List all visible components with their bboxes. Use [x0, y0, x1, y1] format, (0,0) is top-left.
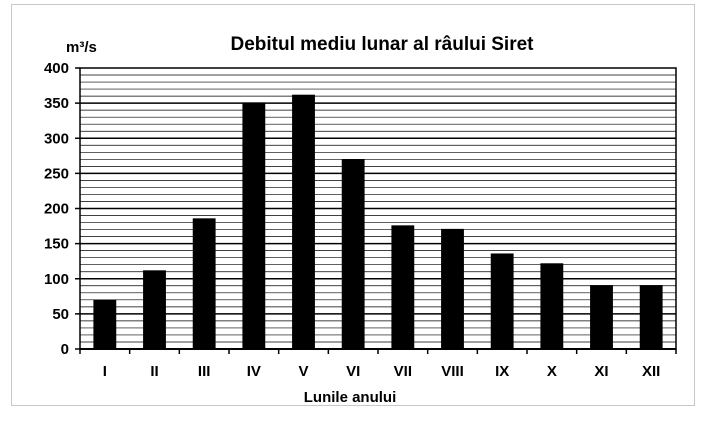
x-tick-label: II [150, 363, 158, 380]
x-tick-label: XII [642, 363, 660, 380]
chart-title: Debitul mediu lunar al râului Siret [231, 34, 535, 55]
axes [75, 67, 677, 354]
x-tick-label: III [198, 363, 211, 380]
x-tick-label: IX [495, 363, 509, 380]
bars [93, 94, 663, 349]
bar-IV [242, 102, 266, 349]
x-tick-label: XI [594, 363, 608, 380]
bar-XI [590, 285, 613, 349]
y-tick-label: 100 [44, 271, 69, 288]
grid-lines [80, 74, 676, 343]
x-tick-label: I [103, 363, 107, 380]
x-tick-label: VIII [441, 363, 464, 380]
x-tick-label: IV [247, 363, 261, 380]
bar-VIII [441, 228, 464, 349]
bar-IX [490, 253, 514, 349]
chart-frame [11, 4, 695, 406]
x-tick-label: X [547, 363, 557, 380]
y-tick-label: 200 [44, 201, 69, 218]
y-tick-label: 50 [52, 306, 69, 323]
y-tick-labels: 0 50 100 150 200 250 300 350 400 [44, 60, 69, 358]
y-tick-label: 150 [44, 236, 69, 253]
x-tick-labels: I II III IV V VI VII VIII IX X XI XII [103, 363, 661, 380]
bar-XII [639, 285, 663, 349]
bar-VI [341, 159, 365, 349]
x-tick-label: VII [394, 363, 412, 380]
bar-III [192, 218, 216, 349]
y-tick-label: 350 [44, 95, 69, 112]
bar-II [143, 270, 166, 349]
y-tick-label: 400 [44, 60, 69, 77]
y-tick-label: 300 [44, 130, 69, 147]
x-axis-title: Lunile anului [304, 389, 397, 406]
bar-I [93, 299, 117, 349]
x-tick-label: V [298, 363, 308, 380]
x-tick-label: VI [346, 363, 360, 380]
y-tick-label: 250 [44, 165, 69, 182]
y-axis-unit-label: m³/s [66, 39, 97, 56]
bar-X [540, 263, 564, 349]
bar-VII [391, 225, 415, 349]
bar-V [292, 94, 315, 349]
y-tick-label: 0 [61, 341, 69, 358]
